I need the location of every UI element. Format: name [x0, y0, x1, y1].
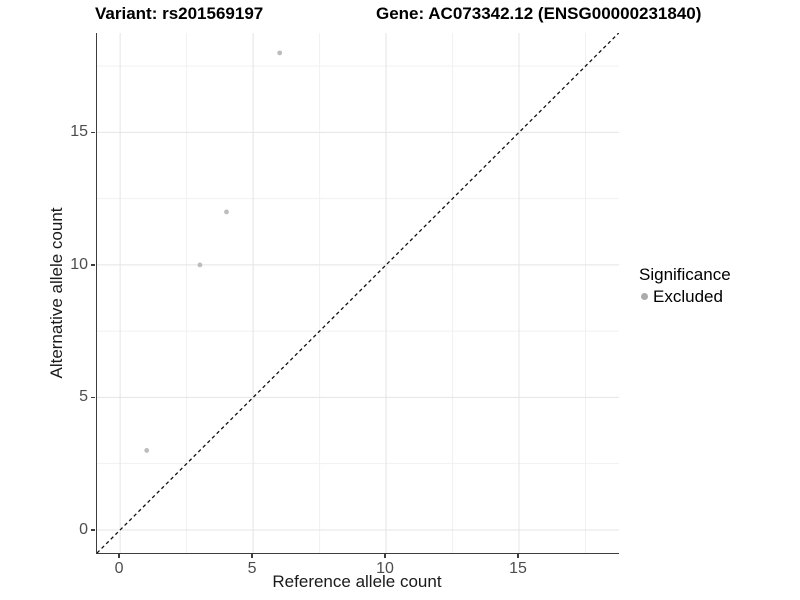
plot-panel [96, 33, 619, 554]
y-tick-mark [91, 131, 95, 134]
x-tick-mark [384, 554, 386, 558]
data-point [277, 50, 283, 56]
x-tick-label: 10 [376, 560, 394, 577]
legend-title: Significance [639, 265, 731, 284]
x-tick-label: 15 [509, 560, 527, 577]
identity-line [97, 33, 619, 553]
y-tick-label: 15 [70, 123, 88, 141]
y-tick-label: 0 [79, 520, 88, 538]
data-point [197, 262, 203, 268]
legend-point-icon [641, 293, 648, 300]
x-tick-mark [517, 554, 519, 558]
y-tick-mark [91, 264, 95, 266]
x-tick-mark [118, 554, 120, 558]
y-axis-title: Alternative allele count [47, 207, 66, 379]
legend-item-label: Excluded [653, 287, 723, 306]
y-tick-mark [91, 396, 95, 399]
x-tick-label: 5 [247, 560, 257, 577]
plot-title-variant: Variant: rs201569197 [95, 4, 264, 23]
y-tick-label: 5 [79, 388, 88, 406]
y-tick-mark [91, 529, 95, 531]
plot-title-gene: Gene: AC073342.12 (ENSG00000231840) [376, 4, 702, 23]
legend: Significance Excluded [639, 264, 731, 307]
x-tick-mark [251, 554, 253, 558]
legend-item-excluded: Excluded [639, 286, 731, 307]
x-tick-label: 0 [114, 560, 124, 577]
data-point [144, 448, 150, 453]
data-point [224, 209, 229, 215]
x-axis-title: Reference allele count [272, 572, 442, 591]
y-tick-label: 10 [70, 255, 88, 273]
plot-area-svg [97, 33, 619, 553]
